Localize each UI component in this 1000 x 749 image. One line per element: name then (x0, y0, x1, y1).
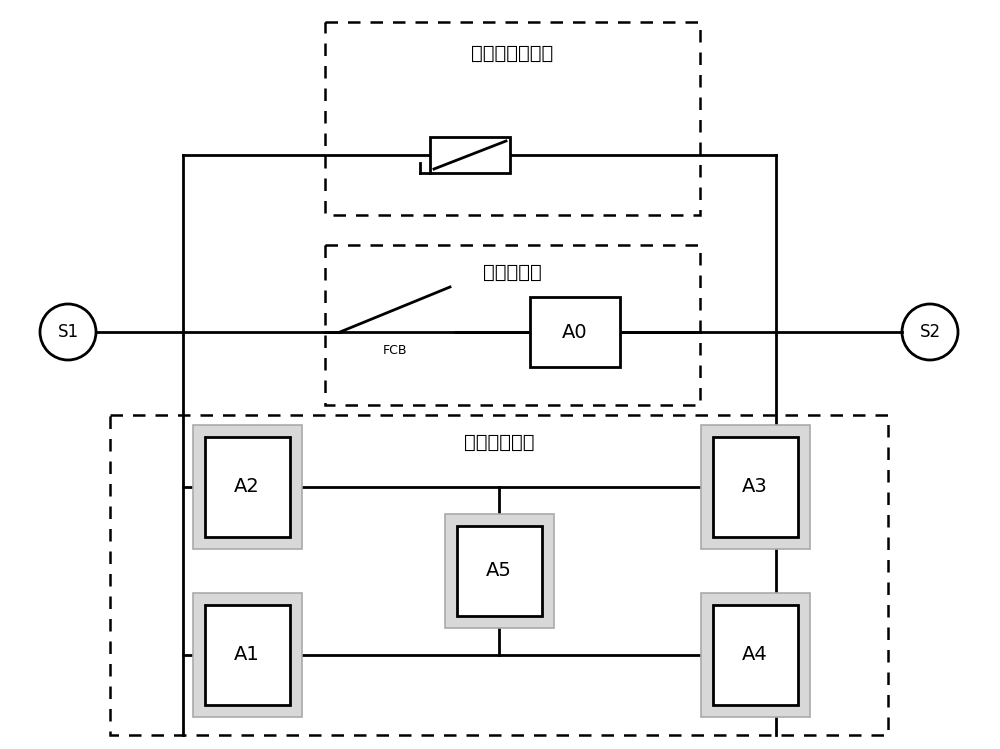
Bar (205, 437, 290, 537)
Bar (192, 425, 302, 549)
Bar (444, 514, 554, 628)
Text: 转移电流电路: 转移电流电路 (464, 433, 534, 452)
Text: 过电压限制电路: 过电压限制电路 (471, 44, 554, 63)
Bar (712, 437, 798, 537)
Bar (192, 593, 302, 717)
Text: A5: A5 (486, 562, 512, 580)
Text: A4: A4 (742, 646, 768, 664)
Text: A0: A0 (562, 323, 588, 342)
Bar (205, 605, 290, 705)
Text: A3: A3 (742, 478, 768, 497)
Text: FCB: FCB (383, 344, 407, 357)
Bar (700, 425, 810, 549)
Text: A2: A2 (234, 478, 260, 497)
Bar (700, 593, 810, 717)
Bar (325, 22, 700, 215)
Text: S2: S2 (919, 323, 941, 341)
Text: S1: S1 (57, 323, 79, 341)
Bar (530, 297, 620, 367)
Bar (712, 605, 798, 705)
Text: A1: A1 (234, 646, 260, 664)
Bar (430, 137, 510, 173)
Text: 主电流电路: 主电流电路 (483, 263, 542, 282)
Bar (110, 415, 888, 735)
Bar (325, 245, 700, 405)
Bar (456, 526, 542, 616)
